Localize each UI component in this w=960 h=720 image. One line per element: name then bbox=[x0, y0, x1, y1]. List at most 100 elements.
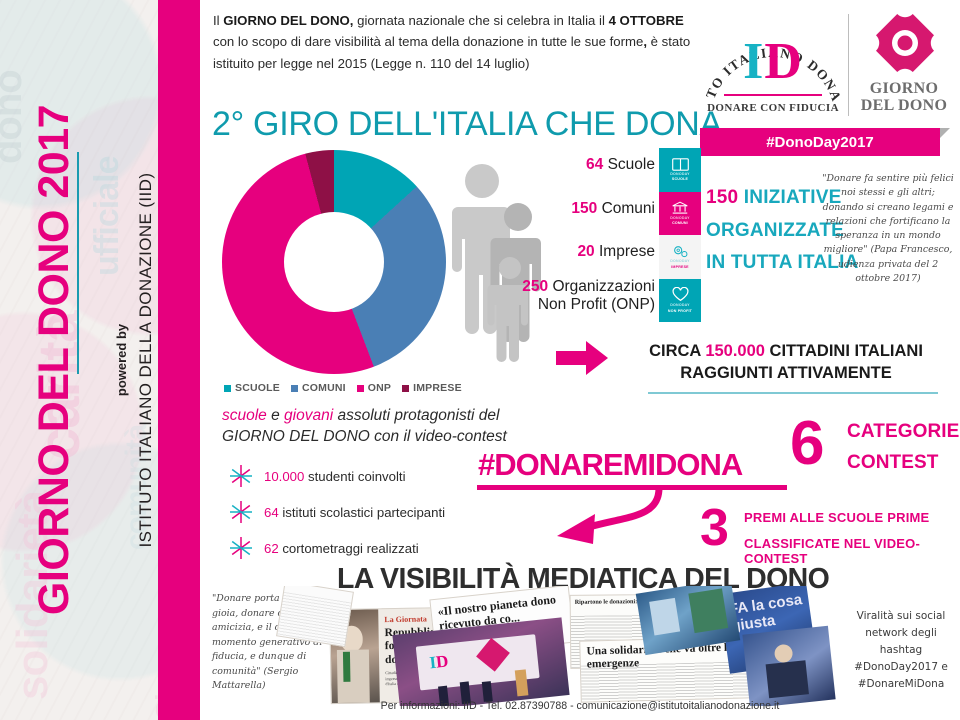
iid-letters: ID bbox=[700, 32, 846, 91]
viralita-line1: Viralità sui social bbox=[856, 610, 946, 622]
scuole-word: scuole bbox=[222, 407, 267, 424]
circa-line2: RAGGIUNTI ATTIVAMENTE bbox=[680, 363, 892, 382]
scuole-line2: GIORNO DEL DONO con il video-contest bbox=[222, 427, 507, 445]
list-item: 62 cortometraggi realizzati bbox=[228, 530, 508, 566]
iid-tagline: DONARE CON FIDUCIA bbox=[707, 102, 839, 114]
giovani-word: giovani bbox=[284, 407, 334, 424]
bullet-text: istituti scolastici partecipanti bbox=[278, 504, 446, 520]
viralita-line3: hashtag bbox=[879, 644, 923, 656]
legend-item: IMPRESE bbox=[402, 382, 462, 394]
circa-divider-rule bbox=[648, 392, 938, 394]
three-number: 3 bbox=[700, 499, 729, 557]
intro-bold: , bbox=[643, 34, 647, 50]
stat-label: Scuole bbox=[607, 156, 655, 173]
legend-swatch bbox=[224, 384, 231, 392]
stat-row: 150 Comuni bbox=[571, 200, 655, 218]
intro-text: Il bbox=[213, 13, 224, 28]
legend-item: SCUOLE bbox=[224, 382, 280, 394]
curved-arrow-left-icon bbox=[557, 487, 663, 544]
viralita-line2: network degli bbox=[865, 627, 937, 639]
book-icon bbox=[671, 158, 689, 171]
tile-caption: DONODAY bbox=[670, 303, 690, 308]
legend-label: IMPRESE bbox=[413, 382, 462, 394]
intro-paragraph: Il GIORNO DEL DONO, giornata nazionale c… bbox=[213, 10, 693, 74]
iid-logo: ISTITUTO ITALIANO DONAZIONE ID DONARE CO… bbox=[700, 6, 846, 124]
scuole-mid: e bbox=[266, 407, 285, 424]
gdd-line2: DEL DONO bbox=[860, 97, 948, 115]
intro-bold: 4 OTTOBRE bbox=[608, 13, 684, 28]
logo-block: ISTITUTO ITALIANO DONAZIONE ID DONARE CO… bbox=[700, 6, 952, 158]
legend-label: SCUOLE bbox=[235, 382, 280, 394]
banner-fold-corner bbox=[940, 128, 950, 138]
scuole-giovani-line: scuole e giovani assoluti protagonisti d… bbox=[222, 406, 512, 448]
giorno-del-dono-logo: GIORNO DEL DONO bbox=[856, 6, 952, 124]
bank-icon bbox=[672, 201, 688, 214]
categorie-label: CATEGORIE bbox=[847, 421, 960, 442]
tile-non-profit: DONODAY NON PROFIT bbox=[659, 278, 701, 322]
stat-row: 64 Scuole bbox=[586, 156, 655, 174]
people-silhouettes-icon bbox=[452, 164, 541, 362]
bullet-number: 10.000 bbox=[264, 468, 305, 484]
iid-letter-d: D bbox=[764, 33, 803, 90]
premi-line1: PREMI ALLE SCUOLE PRIME bbox=[744, 510, 930, 525]
iniziative-number: 150 bbox=[706, 187, 739, 208]
icon-tiles-strip: DONODAY SCUOLE DONODAY COMUNI DONODAY IM… bbox=[659, 148, 701, 322]
sidebar-divider-rule bbox=[77, 152, 79, 374]
tile-scuole: DONODAY SCUOLE bbox=[659, 148, 701, 192]
footer-contact: Per informazioni: IID - Tel. 02.87390788… bbox=[380, 700, 780, 712]
iid-underline bbox=[724, 94, 822, 96]
page-title: GIORNO DEL DONO 2017 bbox=[29, 104, 78, 616]
tile-caption-2: IMPRESE bbox=[671, 264, 689, 269]
stat-label-line2: Non Profit (ONP) bbox=[537, 296, 655, 314]
hashtag-banner: #DonoDay2017 bbox=[700, 128, 940, 156]
stat-label: Organizzazioni bbox=[552, 278, 655, 295]
premi-line2: CLASSIFICATE NEL VIDEO-CONTEST bbox=[744, 536, 921, 566]
viralita-line4: #DonoDay2017 e bbox=[854, 661, 948, 673]
intro-bold: GIORNO DEL DONO, bbox=[223, 13, 354, 28]
stat-label: Comuni bbox=[601, 200, 655, 217]
section-headline: 2° GIRO DELL'ITALIA CHE DONA bbox=[212, 105, 722, 143]
quote-text: "Donare porta sorrisi e gioia, donare cr… bbox=[212, 593, 323, 677]
stat-number: 64 bbox=[586, 156, 604, 173]
gdd-line1: GIORNO bbox=[869, 80, 939, 97]
legend-item: COMUNI bbox=[290, 382, 346, 394]
scuole-rest: assoluti protagonisti del bbox=[333, 407, 500, 424]
legend-swatch bbox=[356, 384, 364, 392]
iniziative-line2: ORGANIZZATE bbox=[706, 219, 845, 241]
tile-caption-2: NON PROFIT bbox=[667, 308, 693, 313]
institution-label: ISTITUTO ITALIANO DELLA DONAZIONE (IID) bbox=[136, 172, 155, 548]
tile-imprese: DONODAY IMPRESE bbox=[659, 235, 701, 279]
tile-caption-2: COMUNI bbox=[672, 221, 688, 226]
stat-label: Imprese bbox=[599, 243, 655, 260]
clipping-sheet-small bbox=[276, 586, 354, 648]
gears-icon bbox=[673, 246, 687, 258]
left-sidebar: dono carità ufficiale comunità solidarie… bbox=[0, 0, 200, 720]
circa-suffix: CITTADINI ITALIANI bbox=[764, 342, 923, 360]
legend-label: ONP bbox=[367, 382, 392, 394]
mattarella-quote: "Donare porta sorrisi e gioia, donare cr… bbox=[212, 592, 334, 694]
bullet-number: 64 bbox=[264, 504, 279, 520]
diamond-flower-icon bbox=[870, 8, 940, 78]
stat-row: 20 Imprese bbox=[577, 243, 655, 261]
donut-hole bbox=[284, 212, 384, 312]
donut-chart bbox=[222, 150, 446, 374]
tile-comuni: DONODAY COMUNI bbox=[659, 191, 701, 235]
stat-number: 150 bbox=[571, 200, 598, 217]
contest-label: CONTEST bbox=[847, 452, 939, 473]
clipping-interview bbox=[742, 625, 836, 706]
circa-number: 150.000 bbox=[705, 342, 765, 360]
quote-attribution: (Papa Francesco, udienza privata del 2 o… bbox=[837, 244, 953, 285]
donaremidona-underline bbox=[477, 485, 787, 490]
legend-item: ONP bbox=[356, 382, 392, 394]
intro-text: giornata nazionale che si celebra in Ita… bbox=[353, 13, 609, 28]
circa-prefix: CIRCA bbox=[649, 342, 706, 360]
bullet-text: cortometraggi realizzati bbox=[278, 540, 419, 556]
bullet-text: studenti coinvolti bbox=[304, 468, 406, 484]
iniziative-word: INIZIATIVE bbox=[743, 187, 842, 208]
papa-francesco-quote: "Donare fa sentire più felici noi stessi… bbox=[820, 172, 956, 286]
quote-text: "Donare fa sentire più felici noi stessi… bbox=[822, 173, 954, 256]
list-item: 10.000 studenti coinvolti bbox=[228, 458, 508, 494]
donaremidona-hashtag: #DONAREMIDONA bbox=[478, 447, 743, 482]
stat-number: 250 bbox=[522, 278, 549, 295]
